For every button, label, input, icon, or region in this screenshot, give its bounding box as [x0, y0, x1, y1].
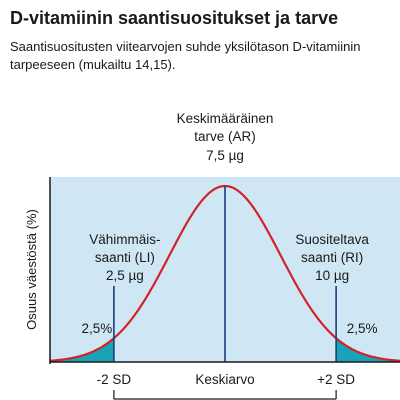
marker-label-li-line1: Vähimmäis- [89, 232, 160, 247]
marker-label-ri-line2: saanti (RI) [301, 250, 363, 265]
marker-label-ar-line1: Keskimääräinen [177, 111, 274, 126]
marker-label-ar-line3: 7,5 µg [206, 148, 244, 163]
marker-label-ri-line3: 10 µg [315, 268, 349, 283]
chart-subtitle: Saantisuositusten viitearvojen suhde yks… [10, 39, 361, 72]
left-tail-percent-label: 2,5% [81, 321, 112, 336]
bottom-range-bracket [113, 390, 337, 400]
right-tail-area [336, 338, 400, 362]
marker-label-ri-line1: Suositeltava [295, 232, 369, 247]
x-tick-label-mean: Keskiarvo [195, 372, 254, 387]
left-tail-area [50, 338, 114, 362]
marker-label-li-line2: saanti (LI) [95, 250, 155, 265]
y-axis-label: Osuus väestöstä (%) [24, 209, 39, 330]
x-tick-label-minus2sd: -2 SD [97, 372, 132, 387]
right-tail-percent-label: 2,5% [347, 321, 378, 336]
x-tick-label-plus2sd: +2 SD [317, 372, 355, 387]
chart-title: D-vitamiinin saantisuositukset ja tarve [10, 8, 339, 28]
marker-label-ar-line2: tarve (AR) [194, 129, 256, 144]
marker-label-li-line3: 2,5 µg [106, 268, 144, 283]
